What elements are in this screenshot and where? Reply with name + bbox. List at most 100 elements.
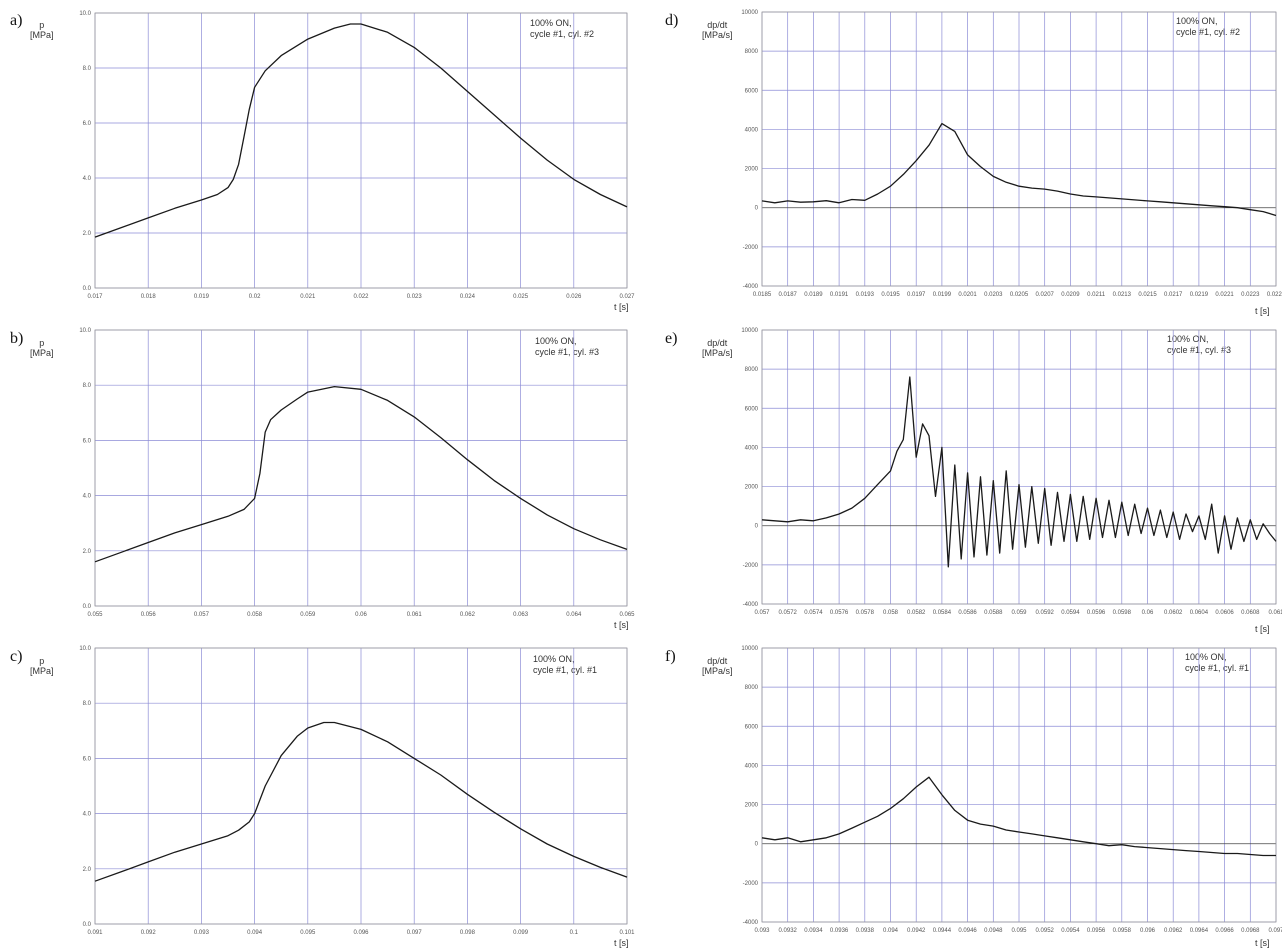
y-tick-label: 2000 — [745, 167, 759, 173]
data-series-line — [761, 776, 1276, 857]
x-tick-label: 0.025 — [513, 294, 529, 300]
x-tick-label: 0.0187 — [779, 292, 798, 298]
y-tick-label: 6.0 — [83, 121, 92, 127]
panel-a: a) p [MPa] 100% ON, cycle #1, cyl. #2 t … — [0, 0, 640, 318]
x-tick-label: 0.0223 — [1241, 292, 1260, 298]
data-series-line — [94, 385, 628, 563]
y-tick-label: 10000 — [741, 646, 758, 652]
panel-letter: b) — [10, 330, 24, 347]
x-tick-label: 0.0205 — [1010, 292, 1029, 298]
panel-letter: d) — [665, 12, 679, 29]
x-axis-label: t [s] — [1255, 306, 1270, 316]
y-tick-label: 2.0 — [83, 549, 92, 555]
x-tick-label: 0.096 — [1140, 928, 1156, 934]
x-tick-label: 0.0604 — [1190, 610, 1209, 616]
y-tick-label: 6.0 — [83, 756, 92, 762]
y-tick-label: 8.0 — [83, 383, 92, 389]
data-series-line — [761, 376, 1277, 568]
x-tick-label: 0.099 — [513, 930, 529, 936]
y-tick-label: 0.0 — [83, 604, 92, 610]
annotation: 100% ON, cycle #1, cyl. #3 — [535, 336, 600, 357]
x-tick-label: 0.0582 — [907, 610, 926, 616]
x-tick-label: 0.0946 — [958, 928, 977, 934]
x-tick-label: 0.1 — [570, 930, 579, 936]
y-tick-label: 8000 — [745, 685, 759, 691]
x-tick-label: 0.094 — [247, 930, 263, 936]
x-tick-label: 0.0197 — [907, 292, 926, 298]
annotation: 100% ON, cycle #1, cyl. #3 — [1167, 334, 1232, 355]
x-tick-label: 0.0608 — [1241, 610, 1260, 616]
x-tick-label: 0.0586 — [958, 610, 977, 616]
y-tick-label: 4000 — [745, 127, 759, 133]
x-tick-label: 0.0944 — [933, 928, 952, 934]
x-tick-label: 0.0221 — [1215, 292, 1234, 298]
y-tick-label: 0.0 — [83, 286, 92, 292]
panel-letter: a) — [10, 12, 23, 29]
x-tick-label: 0.0954 — [1061, 928, 1080, 934]
plot-frame — [761, 329, 1277, 605]
x-tick-label: 0.0211 — [1087, 292, 1106, 298]
plot-frame — [761, 647, 1277, 923]
y-axis-label: p [MPa] — [30, 656, 54, 676]
plot-frame — [94, 12, 628, 289]
y-tick-label: 0 — [755, 524, 759, 530]
x-tick-label: 0.0948 — [984, 928, 1003, 934]
annotation: 100% ON, cycle #1, cyl. #1 — [533, 654, 598, 675]
x-tick-label: 0.0594 — [1061, 610, 1080, 616]
x-tick-label: 0.091 — [87, 930, 103, 936]
y-tick-label: 6000 — [745, 724, 759, 730]
y-tick-label: 0 — [755, 206, 759, 212]
y-tick-label: 0 — [755, 842, 759, 848]
x-axis-label: t [s] — [614, 938, 629, 948]
panel-letter: f) — [665, 648, 676, 665]
y-axis-label: dp/dt [MPa/s] — [702, 20, 733, 40]
data-series-line — [761, 122, 1277, 217]
x-tick-label: 0.06 — [1142, 610, 1154, 616]
x-tick-label: 0.059 — [300, 612, 316, 618]
y-tick-label: 8000 — [745, 367, 759, 373]
x-tick-label: 0.0932 — [779, 928, 798, 934]
x-tick-label: 0.0952 — [1036, 928, 1055, 934]
x-tick-label: 0.0189 — [804, 292, 823, 298]
x-tick-label: 0.096 — [353, 930, 369, 936]
x-tick-label: 0.0964 — [1190, 928, 1209, 934]
y-tick-label: 2000 — [745, 485, 759, 491]
x-tick-label: 0.0217 — [1164, 292, 1183, 298]
annotation: 100% ON, cycle #1, cyl. #1 — [1185, 652, 1250, 673]
x-tick-label: 0.095 — [300, 930, 316, 936]
x-tick-label: 0.0968 — [1241, 928, 1260, 934]
y-tick-label: 6.0 — [83, 438, 92, 444]
y-tick-label: 10000 — [741, 10, 758, 16]
x-tick-label: 0.0962 — [1164, 928, 1183, 934]
x-tick-label: 0.0215 — [1138, 292, 1157, 298]
x-tick-label: 0.0572 — [779, 610, 798, 616]
y-tick-label: -4000 — [743, 602, 759, 608]
x-tick-label: 0.093 — [754, 928, 770, 934]
x-tick-label: 0.058 — [247, 612, 263, 618]
x-axis-label: t [s] — [614, 302, 629, 312]
y-tick-label: -2000 — [743, 245, 759, 251]
y-tick-label: 2.0 — [83, 867, 92, 873]
x-tick-label: 0.0199 — [933, 292, 952, 298]
x-tick-label: 0.026 — [566, 294, 582, 300]
x-tick-label: 0.0602 — [1164, 610, 1183, 616]
x-tick-label: 0.0942 — [907, 928, 926, 934]
x-tick-label: 0.0576 — [830, 610, 849, 616]
chart-plot: 0.091 0.092 0.093 0.094 0.095 0.096 0.097 0.098… — [79, 646, 635, 936]
x-tick-label: 0.061 — [1268, 610, 1282, 616]
y-tick-label: 6000 — [745, 88, 759, 94]
y-tick-label: 4.0 — [83, 176, 92, 182]
y-tick-label: 6000 — [745, 406, 759, 412]
y-tick-label: 4.0 — [83, 494, 92, 500]
x-tick-label: 0.0598 — [1113, 610, 1132, 616]
x-tick-label: 0.0185 — [753, 292, 772, 298]
x-axis-label: t [s] — [1255, 938, 1270, 948]
x-tick-label: 0.056 — [141, 612, 157, 618]
y-tick-label: 10.0 — [79, 328, 91, 334]
panel-d: d) dp/dt [MPa/s] 100% ON, cycle #1, cyl.… — [640, 0, 1282, 318]
x-tick-label: 0.0938 — [856, 928, 875, 934]
data-series-line — [94, 23, 628, 238]
x-tick-label: 0.017 — [87, 294, 103, 300]
x-tick-label: 0.027 — [619, 294, 635, 300]
x-tick-label: 0.0209 — [1061, 292, 1080, 298]
